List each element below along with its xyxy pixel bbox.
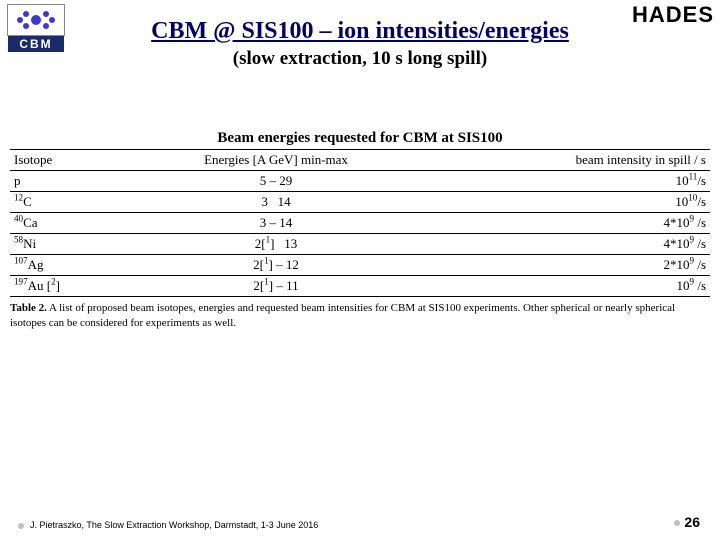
bullet-icon [674, 520, 680, 526]
table-title: Beam energies requested for CBM at SIS10… [10, 130, 710, 149]
beam-table: Isotope Energies [A GeV] min-max beam in… [10, 149, 710, 297]
page-number: 26 [674, 514, 700, 530]
slide-subtitle: (slow extraction, 10 s long spill) [0, 48, 720, 70]
cell-energy: 2[1] 13 [122, 234, 430, 255]
slide: CBM HADES CBM @ SIS100 – ion intensities… [0, 0, 720, 540]
footer-text: J. Pietraszko, The Slow Extraction Works… [18, 520, 318, 530]
table-row: p5 – 291011/s [10, 171, 710, 192]
cell-energy: 2[1] – 11 [122, 276, 430, 297]
slide-title: CBM @ SIS100 – ion intensities/energies [0, 18, 720, 45]
cell-energy: 2[1] – 12 [122, 255, 430, 276]
cell-isotope: 40Ca [10, 213, 122, 234]
cell-intensity: 4*109 /s [430, 234, 710, 255]
table-row: 107Ag2[1] – 122*109 /s [10, 255, 710, 276]
cell-isotope: 107Ag [10, 255, 122, 276]
cell-intensity: 4*109 /s [430, 213, 710, 234]
cell-intensity: 109 /s [430, 276, 710, 297]
table-caption: Table 2. A list of proposed beam isotope… [10, 301, 710, 331]
header-intensity: beam intensity in spill / s [430, 150, 710, 171]
cell-intensity: 1011/s [430, 171, 710, 192]
header-energies: Energies [A GeV] min-max [122, 150, 430, 171]
cell-isotope: p [10, 171, 122, 192]
cell-isotope: 197Au [2] [10, 276, 122, 297]
bullet-icon [18, 523, 24, 529]
cell-isotope: 12C [10, 192, 122, 213]
cell-energy: 5 – 29 [122, 171, 430, 192]
beam-table-block: Beam energies requested for CBM at SIS10… [10, 130, 710, 331]
cell-energy: 3 14 [122, 192, 430, 213]
cell-intensity: 1010/s [430, 192, 710, 213]
header-isotope: Isotope [10, 150, 122, 171]
page-number-value: 26 [684, 514, 700, 530]
footer-label: J. Pietraszko, The Slow Extraction Works… [30, 520, 318, 530]
cell-intensity: 2*109 /s [430, 255, 710, 276]
table-row: 197Au [2]2[1] – 11109 /s [10, 276, 710, 297]
table-row: 40Ca3 – 144*109 /s [10, 213, 710, 234]
cell-isotope: 58Ni [10, 234, 122, 255]
table-row: 12C3 141010/s [10, 192, 710, 213]
table-header-row: Isotope Energies [A GeV] min-max beam in… [10, 150, 710, 171]
table-row: 58Ni2[1] 134*109 /s [10, 234, 710, 255]
cell-energy: 3 – 14 [122, 213, 430, 234]
